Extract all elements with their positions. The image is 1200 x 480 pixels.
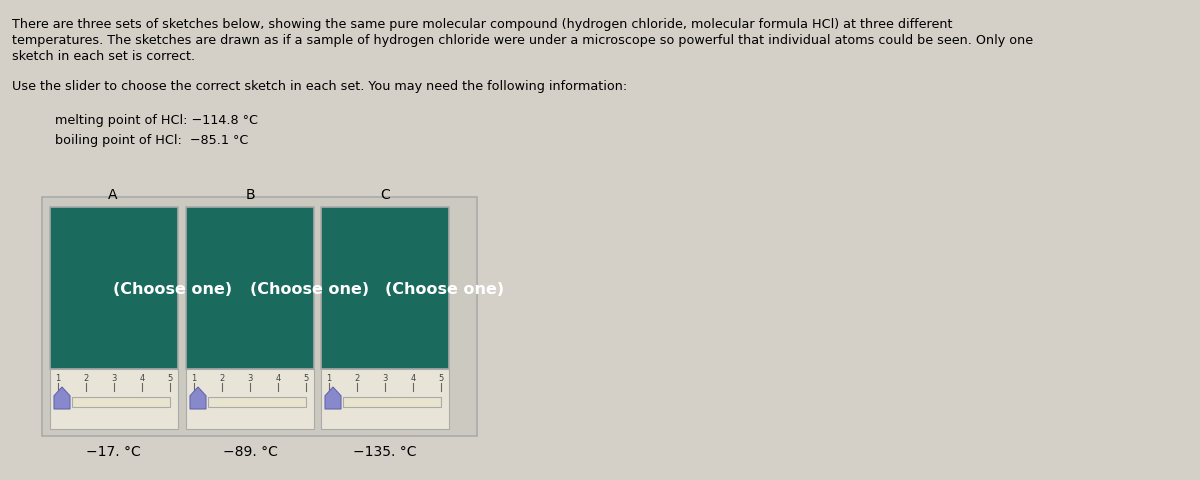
- Text: 1: 1: [55, 373, 61, 382]
- Text: −17. °C: −17. °C: [85, 444, 140, 458]
- Bar: [322, 207, 449, 369]
- Bar: [50, 207, 178, 369]
- Text: (Choose one): (Choose one): [250, 281, 370, 296]
- Text: 3: 3: [112, 373, 116, 382]
- Text: A: A: [108, 188, 118, 202]
- Text: sketch in each set is correct.: sketch in each set is correct.: [12, 50, 196, 63]
- Text: −135. °C: −135. °C: [353, 444, 416, 458]
- Text: 5: 5: [304, 373, 308, 382]
- Text: (Choose one): (Choose one): [113, 281, 232, 296]
- Polygon shape: [54, 387, 70, 409]
- Text: melting point of HCl: −114.8 °C: melting point of HCl: −114.8 °C: [55, 114, 258, 127]
- Bar: [186, 369, 314, 429]
- Text: temperatures. The sketches are drawn as if a sample of hydrogen chloride were un: temperatures. The sketches are drawn as …: [12, 34, 1033, 47]
- Text: 2: 2: [83, 373, 89, 382]
- Text: There are three sets of sketches below, showing the same pure molecular compound: There are three sets of sketches below, …: [12, 18, 953, 31]
- Text: 1: 1: [191, 373, 197, 382]
- Polygon shape: [190, 387, 206, 409]
- Text: 2: 2: [220, 373, 224, 382]
- Bar: [42, 198, 478, 436]
- Text: 1: 1: [326, 373, 331, 382]
- Text: 2: 2: [354, 373, 360, 382]
- Text: 4: 4: [139, 373, 145, 382]
- Text: Use the slider to choose the correct sketch in each set. You may need the follow: Use the slider to choose the correct ske…: [12, 80, 628, 93]
- Text: C: C: [380, 188, 390, 202]
- Text: (Choose one): (Choose one): [385, 281, 504, 296]
- Bar: [208, 397, 306, 407]
- Bar: [186, 207, 314, 369]
- Text: 3: 3: [383, 373, 388, 382]
- Bar: [343, 397, 442, 407]
- Text: B: B: [245, 188, 254, 202]
- Text: 5: 5: [438, 373, 444, 382]
- Bar: [322, 369, 449, 429]
- Polygon shape: [325, 387, 341, 409]
- Text: −89. °C: −89. °C: [222, 444, 277, 458]
- Text: 3: 3: [247, 373, 253, 382]
- Text: 4: 4: [275, 373, 281, 382]
- Bar: [72, 397, 170, 407]
- Text: 4: 4: [410, 373, 415, 382]
- Text: boiling point of HCl:  −85.1 °C: boiling point of HCl: −85.1 °C: [55, 134, 248, 147]
- Text: 5: 5: [167, 373, 173, 382]
- Bar: [50, 369, 178, 429]
